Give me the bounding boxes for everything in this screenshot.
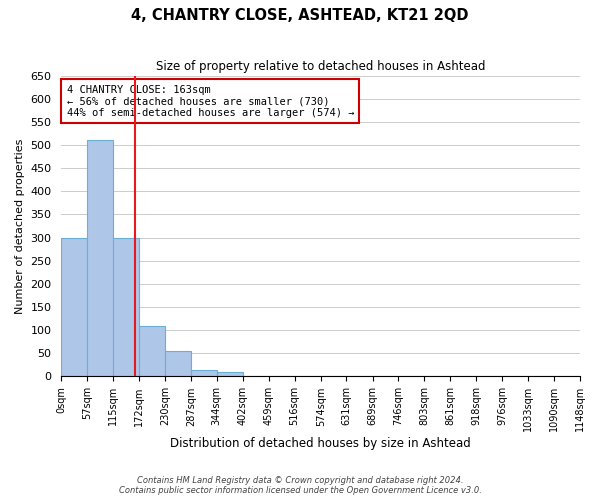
Y-axis label: Number of detached properties: Number of detached properties (15, 138, 25, 314)
X-axis label: Distribution of detached houses by size in Ashtead: Distribution of detached houses by size … (170, 437, 471, 450)
Bar (87, 140, 113, 376)
Text: Contains HM Land Registry data © Crown copyright and database right 2024.
Contai: Contains HM Land Registry data © Crown c… (119, 476, 481, 495)
Bar (61, 238, 87, 376)
Text: 4, CHANTRY CLOSE, ASHTEAD, KT21 2QD: 4, CHANTRY CLOSE, ASHTEAD, KT21 2QD (131, 8, 469, 22)
Bar (166, 351, 191, 376)
Text: 4 CHANTRY CLOSE: 163sqm
← 56% of detached houses are smaller (730)
44% of semi-d: 4 CHANTRY CLOSE: 163sqm ← 56% of detache… (67, 84, 354, 118)
Bar (217, 372, 243, 376)
Bar (113, 238, 139, 376)
Bar (191, 370, 217, 376)
Bar (139, 326, 166, 376)
Title: Size of property relative to detached houses in Ashtead: Size of property relative to detached ho… (156, 60, 485, 73)
